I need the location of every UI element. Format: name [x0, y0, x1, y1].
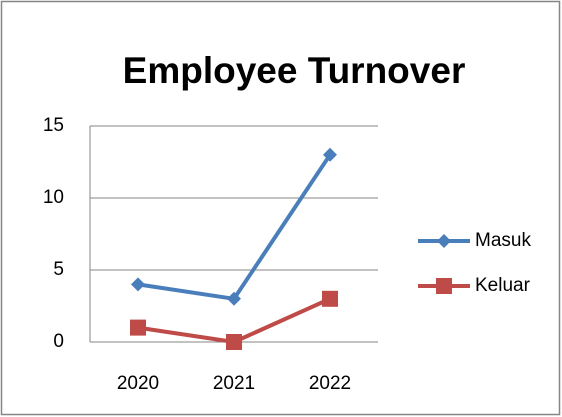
x-tick-label: 2021 — [213, 373, 255, 394]
legend-marker — [437, 234, 451, 248]
data-point — [322, 290, 338, 307]
data-point — [130, 319, 146, 336]
data-point — [226, 334, 242, 350]
legend-label: Masuk — [475, 230, 531, 251]
y-tick-label: 5 — [53, 259, 64, 280]
y-tick-label: 0 — [53, 331, 64, 352]
data-point — [131, 277, 145, 292]
data-point — [323, 147, 337, 162]
x-tick-label: 2020 — [117, 373, 159, 394]
y-tick-label: 10 — [43, 187, 64, 208]
legend-label: Keluar — [475, 275, 531, 296]
y-tick-label: 15 — [43, 115, 64, 136]
legend-marker — [436, 278, 452, 294]
x-tick-label: 2022 — [309, 373, 351, 394]
chart-title: Employee Turnover — [123, 50, 466, 91]
data-point — [227, 291, 241, 306]
